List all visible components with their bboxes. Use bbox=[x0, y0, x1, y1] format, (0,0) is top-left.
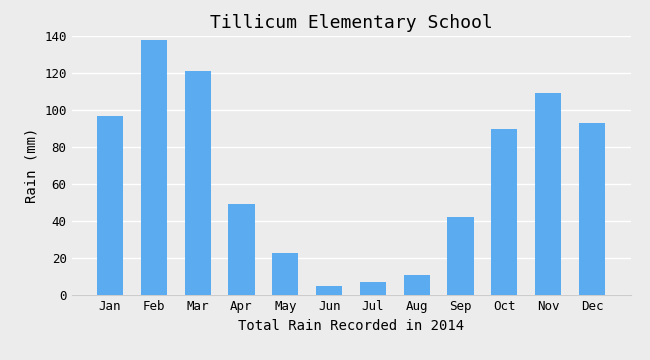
Bar bbox=[316, 286, 343, 295]
X-axis label: Total Rain Recorded in 2014: Total Rain Recorded in 2014 bbox=[238, 319, 464, 333]
Bar bbox=[272, 253, 298, 295]
Bar bbox=[578, 123, 605, 295]
Bar bbox=[491, 129, 517, 295]
Bar bbox=[185, 71, 211, 295]
Bar bbox=[228, 204, 255, 295]
Bar bbox=[447, 217, 474, 295]
Bar bbox=[404, 275, 430, 295]
Y-axis label: Rain (mm): Rain (mm) bbox=[25, 128, 38, 203]
Bar bbox=[359, 282, 386, 295]
Bar bbox=[535, 93, 562, 295]
Bar bbox=[140, 40, 167, 295]
Bar bbox=[97, 116, 124, 295]
Title: Tillicum Elementary School: Tillicum Elementary School bbox=[209, 14, 493, 32]
